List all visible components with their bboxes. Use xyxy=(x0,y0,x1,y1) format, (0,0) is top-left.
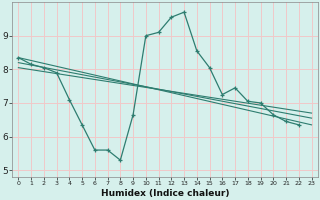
X-axis label: Humidex (Indice chaleur): Humidex (Indice chaleur) xyxy=(101,189,229,198)
